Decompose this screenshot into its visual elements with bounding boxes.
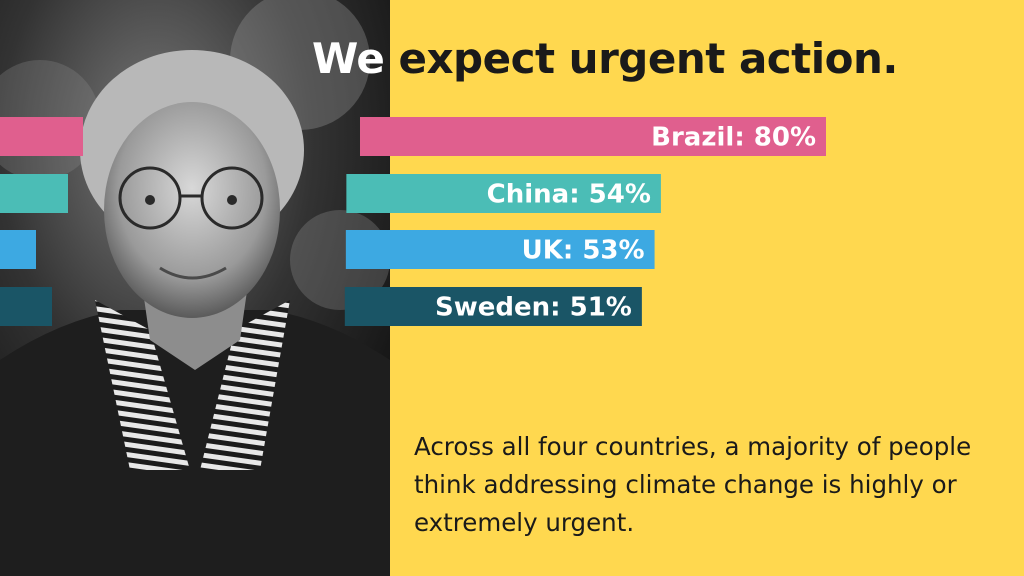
headline: We expect urgent action. — [312, 34, 898, 83]
portrait-photo — [0, 0, 390, 576]
caption: Across all four countries, a majority of… — [414, 432, 972, 537]
headline-dark: expect urgent action. — [398, 34, 898, 83]
headline-light: We — [312, 34, 385, 83]
